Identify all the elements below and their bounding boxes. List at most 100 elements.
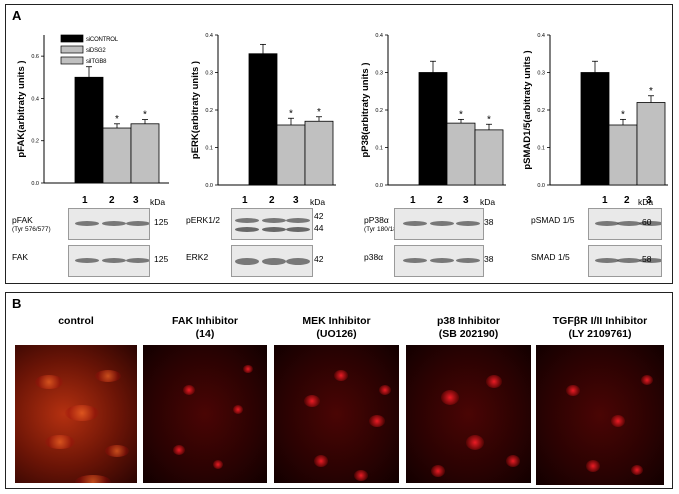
blot-band bbox=[262, 258, 286, 265]
lane-number: 1 bbox=[602, 195, 608, 206]
cell-fluorescence bbox=[173, 445, 185, 455]
bar bbox=[580, 72, 610, 186]
lane-number: 3 bbox=[463, 195, 469, 206]
cell-fluorescence bbox=[641, 375, 653, 385]
kda-value: 125 bbox=[154, 254, 169, 264]
y-tick-label: 0.4 bbox=[375, 33, 383, 39]
legend-label: siDSG2 bbox=[86, 48, 106, 54]
blot-row-label: pERK1/2 bbox=[186, 215, 220, 225]
blot-band bbox=[235, 258, 259, 265]
cell-fluorescence bbox=[354, 470, 368, 481]
blot-band bbox=[403, 258, 427, 263]
blot-protein-label: p38α bbox=[364, 252, 384, 262]
blot-band bbox=[102, 258, 126, 263]
kda-value: 58 bbox=[642, 254, 652, 264]
bar bbox=[418, 72, 448, 186]
blot-band bbox=[75, 258, 99, 263]
blot-row-label: FAK bbox=[12, 252, 28, 262]
blot-band bbox=[456, 221, 480, 226]
blot-band bbox=[262, 218, 286, 223]
y-tick-label: 0.1 bbox=[205, 146, 213, 152]
y-tick-label: 0.0 bbox=[537, 183, 545, 189]
lane-number: 1 bbox=[82, 195, 88, 206]
significance-star: * bbox=[487, 114, 491, 125]
blot-image bbox=[231, 245, 313, 277]
microscopy-title-line1: MEK Inhibitor bbox=[302, 315, 371, 327]
y-tick-label: 0.4 bbox=[537, 33, 545, 39]
y-tick-label: 0.4 bbox=[205, 33, 213, 39]
bar bbox=[248, 53, 278, 186]
bar bbox=[636, 102, 666, 186]
blot-row-label: pFAK (Tyr 576/577) bbox=[12, 215, 51, 235]
cell-fluorescence bbox=[314, 455, 328, 467]
blot-band bbox=[262, 227, 286, 232]
cell-fluorescence bbox=[233, 405, 243, 414]
y-axis-label: pFAK(arbitraty units ) bbox=[16, 60, 27, 157]
significance-star: * bbox=[317, 107, 321, 118]
blot-row-label: ERK2 bbox=[186, 252, 208, 262]
blot-protein-label: pP38α bbox=[364, 215, 389, 225]
blot-band bbox=[286, 218, 310, 223]
cell-fluorescence bbox=[631, 465, 643, 475]
cell-fluorescence bbox=[566, 385, 580, 396]
blot-band bbox=[430, 258, 454, 263]
bar bbox=[74, 76, 104, 184]
lane-number: 1 bbox=[410, 195, 416, 206]
cell-fluorescence bbox=[431, 465, 445, 477]
bar bbox=[446, 122, 476, 186]
microscopy-title: MEK Inhibitor (UO126) bbox=[274, 315, 399, 341]
microscopy-title-line1: control bbox=[58, 315, 94, 327]
microscopy-title: control bbox=[15, 315, 137, 328]
microscopy-title: TGFβR I/II Inhibitor (LY 2109761) bbox=[536, 315, 664, 341]
blot-band bbox=[430, 221, 454, 226]
kda-value: 125 bbox=[154, 217, 169, 227]
kda-value: 38 bbox=[484, 217, 494, 227]
y-tick-label: 0.2 bbox=[375, 108, 383, 114]
cell-fluorescence bbox=[441, 390, 459, 405]
blot-image bbox=[68, 208, 150, 240]
significance-star: * bbox=[459, 109, 463, 120]
microscopy-title-line1: FAK Inhibitor bbox=[172, 315, 238, 327]
legend-swatch bbox=[60, 45, 84, 54]
blot-band bbox=[235, 227, 259, 232]
lane-number: 2 bbox=[624, 195, 630, 206]
cell-fluorescence bbox=[506, 455, 520, 467]
significance-star: * bbox=[143, 110, 147, 121]
cell-fluorescence bbox=[466, 435, 484, 450]
microscopy-title-line2: (UO126) bbox=[316, 328, 357, 340]
blot-band bbox=[403, 221, 427, 226]
kda-title: kDa bbox=[310, 197, 326, 207]
microscopy-title-line1: p38 Inhibitor bbox=[437, 315, 500, 327]
y-tick-label: 0.3 bbox=[375, 71, 383, 77]
bar-charts: 0.0 0.2 0.4 0.6 pFAK(arbitraty units ) * * 0.0 0… bbox=[16, 33, 668, 189]
significance-star: * bbox=[649, 86, 653, 97]
blot-sublabel: (Tyr 576/577) bbox=[12, 226, 51, 233]
blot-band bbox=[126, 221, 149, 226]
panel-b: B control FAK Inhibitor (14) MEK Inhibitor(… bbox=[5, 292, 673, 489]
blot-image bbox=[231, 208, 313, 240]
y-tick-label: 0.1 bbox=[375, 146, 383, 152]
cell-fluorescence bbox=[379, 385, 391, 395]
blot-band bbox=[286, 227, 310, 232]
blot-image bbox=[394, 245, 484, 277]
blot-band bbox=[456, 258, 480, 263]
legend-label: siITGB8 bbox=[86, 59, 107, 65]
cell-fluorescence bbox=[243, 365, 253, 373]
cell-fluorescence bbox=[334, 370, 348, 381]
blot-row-label: pSMAD 1/5 bbox=[531, 215, 574, 225]
y-tick-label: 0.1 bbox=[537, 146, 545, 152]
blot-protein-label: ERK2 bbox=[186, 252, 209, 262]
lane-number: 3 bbox=[646, 195, 652, 206]
kda-value: 42 bbox=[314, 211, 324, 221]
panel-a-letter: A bbox=[12, 8, 22, 23]
y-tick-label: 0.2 bbox=[205, 108, 213, 114]
kda-title: kDa bbox=[480, 197, 496, 207]
bar bbox=[304, 120, 334, 186]
blot-row-label: pP38α (Tyr 180/182) bbox=[364, 215, 403, 235]
blot-protein-label: pFAK bbox=[12, 215, 33, 225]
blot-band bbox=[595, 221, 619, 226]
bar bbox=[130, 123, 160, 184]
cell-fluorescence bbox=[95, 370, 121, 382]
microscopy-title: p38 Inhibitor (SB 202190) bbox=[406, 315, 531, 341]
lane-number: 1 bbox=[242, 195, 248, 206]
